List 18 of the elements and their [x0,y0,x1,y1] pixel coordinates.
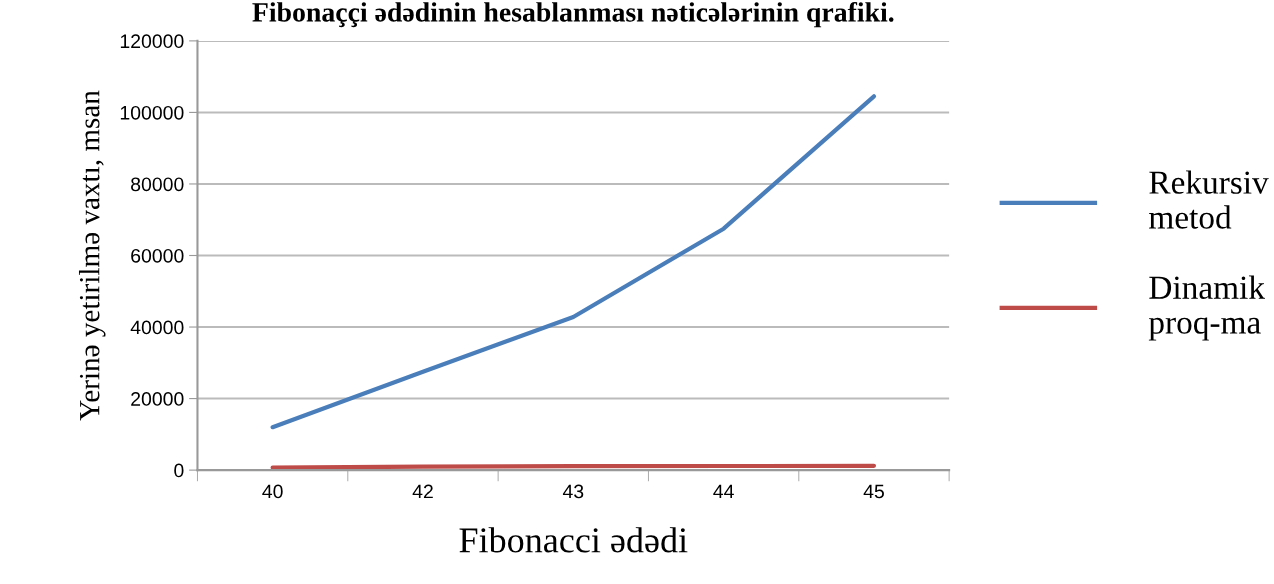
y-axis-title: Yerinə yetirilmə vaxtı, msan [78,90,106,421]
y-tick-label: 120000 [120,34,184,49]
x-tick-label: 42 [412,484,433,499]
x-tick-label: 45 [863,484,884,499]
x-tick-label: 40 [262,484,283,499]
x-tick-label: 44 [713,484,734,499]
y-tick-label: 0 [174,463,184,478]
x-tick-label: 43 [562,484,584,499]
line-series [270,94,877,430]
y-tick-label: 80000 [131,177,184,192]
legend-label: Rekursiv metod [1149,170,1269,229]
y-tick-label: 60000 [131,248,184,263]
y-tick-label: 100000 [120,105,184,120]
legend-label: Dinamik proq-ma [1148,275,1265,341]
y-tick-label: 40000 [130,320,184,335]
x-axis-title: Fibonacci ədədi [459,527,688,553]
y-tick-label: 20000 [131,392,184,406]
chart-title: Fibonaççi ədədinin hesablanması nəticələrinin qrafiki. [252,1,894,28]
